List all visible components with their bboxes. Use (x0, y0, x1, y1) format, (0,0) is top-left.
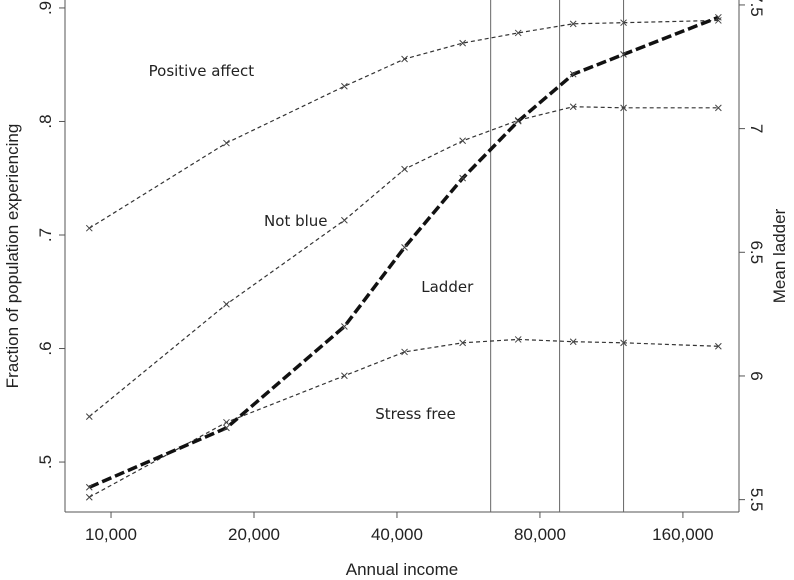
data-point-ladder (85, 483, 93, 491)
data-point-not-blue (401, 165, 408, 173)
data-point-positive-affect (341, 82, 348, 90)
data-point-ladder (341, 323, 348, 330)
y-right-axis-title: Mean ladder (770, 208, 789, 303)
data-point-ladder (514, 117, 522, 125)
data-point-not-blue (715, 104, 722, 112)
data-point-positive-affect (569, 20, 577, 28)
data-point-ladder (569, 70, 577, 78)
ticks-layer: 10,000 20,000 40,000 80,000 160,000 .5 .6 .7 .8.… (36, 0, 766, 544)
data-point-stress-free (459, 339, 467, 347)
data-point-ladder (715, 13, 722, 21)
x-tick-label: 160,000 (652, 525, 713, 544)
data-point-stress-free (85, 493, 93, 501)
data-point-stress-free (620, 339, 627, 347)
x-tick-label: 40,000 (371, 525, 423, 544)
data-point-ladder (620, 51, 627, 58)
x-tick-label: 80,000 (514, 525, 566, 544)
series-line-positive-affect (88, 19, 719, 229)
series-label-not-blue: Not blue (264, 212, 327, 230)
y-right-tick-label: 6.5 (747, 240, 766, 264)
data-point-stress-free (401, 348, 408, 356)
y-right-tick-label: 5.5 (747, 488, 766, 512)
data-point-stress-free (341, 372, 348, 380)
series-labels: Positive affect Not blue Stress free Ladder (149, 62, 474, 423)
data-point-stress-free (715, 342, 722, 350)
x-axis-title: Annual income (346, 560, 458, 579)
plot-frame (64, 0, 740, 513)
data-point-stress-free (223, 418, 230, 426)
y-left-tick-label: .5 (36, 455, 55, 469)
data-point-positive-affect (514, 29, 522, 37)
data-point-ladder (401, 243, 408, 251)
y-left-axis-title: Fraction of population experiencing (3, 124, 22, 389)
data-point-positive-affect (459, 39, 467, 47)
data-point-not-blue (223, 300, 230, 308)
data-point-not-blue (85, 413, 93, 420)
series-label-stress-free: Stress free (375, 405, 455, 423)
data-point-positive-affect (401, 55, 408, 63)
series-label-ladder: Ladder (421, 278, 474, 296)
data-point-stress-free (569, 338, 577, 346)
data-point-stress-free (514, 336, 522, 343)
vertical-reference-lines (490, 0, 625, 512)
data-point-positive-affect (620, 19, 627, 27)
data-point-ladder (223, 424, 230, 432)
series-label-positive-affect: Positive affect (149, 62, 255, 80)
data-point-positive-affect (223, 139, 230, 147)
y-right-tick-label: 7 (747, 124, 766, 133)
data-point-not-blue (459, 137, 467, 145)
y-left-tick-label: .9 (36, 1, 55, 15)
data-point-not-blue (569, 103, 577, 111)
x-tick-label: 10,000 (85, 525, 137, 544)
data-point-positive-affect (85, 224, 93, 232)
x-tick-label: 20,000 (228, 525, 280, 544)
data-point-not-blue (620, 104, 627, 112)
y-right-tick-label: 7.5 (747, 0, 766, 17)
y-left-tick-label: .8 (36, 114, 55, 128)
y-right-tick-label: 6 (747, 371, 766, 380)
data-point-ladder (459, 174, 467, 182)
y-left-tick-label: .6 (36, 341, 55, 355)
data-point-not-blue (341, 216, 348, 224)
series-layer (85, 13, 722, 501)
y-left-tick-label: .7 (36, 228, 55, 242)
